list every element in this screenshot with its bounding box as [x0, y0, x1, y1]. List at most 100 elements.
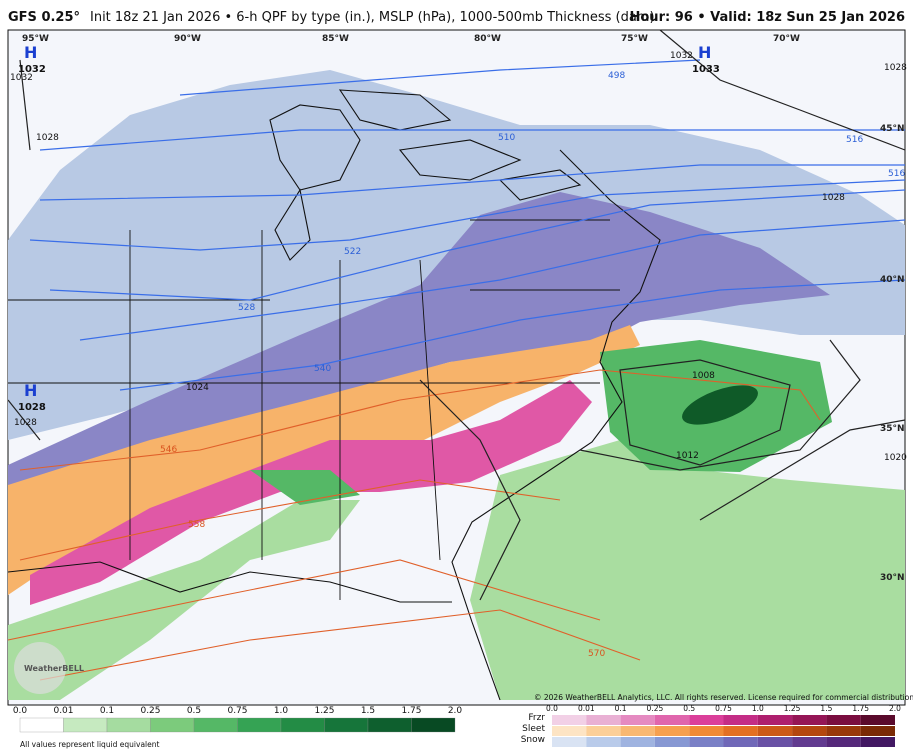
thickness-lines [29, 59, 906, 391]
rain-moderate [250, 340, 832, 505]
model-name: GFS 0.25° [8, 10, 80, 25]
logo: WeatherBELL [24, 664, 84, 673]
state-borders [8, 219, 620, 600]
rain-swatch [280, 717, 325, 733]
rain-swatch [237, 717, 282, 733]
type-tick: 1.75 [852, 704, 869, 713]
type-swatch [860, 737, 895, 747]
rain-tick: 1.0 [274, 706, 289, 716]
type-tick: 2.0 [889, 704, 901, 713]
type-tick: 1.25 [784, 704, 801, 713]
thickness-label: 498 [608, 71, 625, 81]
snow-heavy [8, 192, 830, 492]
type-swatch [792, 726, 827, 736]
high-symbol: H [698, 43, 711, 62]
valid-time: Hour: 96 • Valid: 18z Sun 25 Jan 2026 [630, 10, 906, 25]
type-swatch [860, 726, 895, 736]
rain-tick: 1.25 [314, 706, 334, 716]
rain-swatch [367, 717, 412, 733]
rain-tick: 0.25 [140, 706, 160, 716]
lon-label: 85°W [322, 34, 349, 44]
rain-swatch [150, 717, 195, 733]
lon-label: 75°W [621, 34, 648, 44]
type-swatch [620, 715, 655, 725]
type-tick: 0.25 [647, 704, 664, 713]
type-swatch [826, 726, 861, 736]
legend-note: All values represent liquid equivalent [20, 740, 159, 749]
type-swatch [586, 715, 621, 725]
isobar-label: 1028 [884, 63, 907, 73]
type-swatch [586, 726, 621, 736]
run-description: Init 18z 21 Jan 2026 • 6-h QPF by type (… [90, 10, 655, 25]
rain-heavy [682, 385, 758, 425]
type-swatch [723, 737, 758, 747]
isobars [7, 29, 906, 601]
type-tick: 0.0 [546, 704, 558, 713]
lat-label: 35°N [880, 424, 905, 434]
rain-tick: 1.75 [401, 706, 421, 716]
thickness-label: 522 [344, 247, 361, 257]
type-label: Frzr [528, 713, 545, 723]
rain-swatch [324, 717, 369, 733]
type-label: Sleet [522, 724, 545, 734]
coastline [7, 89, 661, 701]
high-pressure: 1028 [18, 402, 46, 413]
isobar-label: 1028 [14, 418, 37, 428]
type-swatch [860, 715, 895, 725]
isobar-label: 1028 [822, 193, 845, 203]
thickness-label: 540 [314, 364, 331, 374]
legend: All values represent liquid equivalent F… [20, 713, 545, 749]
type-swatch [792, 715, 827, 725]
rain-tick: 0.1 [100, 706, 114, 716]
lon-label: 80°W [474, 34, 501, 44]
isobar-label: 1008 [692, 371, 715, 381]
type-swatch [689, 715, 724, 725]
type-swatch [654, 726, 690, 736]
high-pressure: 1032 [18, 64, 46, 75]
type-swatch [552, 715, 587, 725]
rain-swatch [193, 717, 238, 733]
thickness-label: 528 [238, 303, 255, 313]
type-swatch [552, 726, 587, 736]
isobar-label: 1032 [670, 51, 693, 61]
rain-tick: 0.5 [187, 706, 201, 716]
type-label: Snow [521, 735, 545, 745]
rain-tick: 1.5 [361, 706, 375, 716]
high-pressure: 1033 [692, 64, 720, 75]
type-swatch [620, 737, 655, 747]
lon-label: 70°W [773, 34, 800, 44]
type-swatch [723, 715, 758, 725]
type-tick: 0.1 [615, 704, 627, 713]
thickness-label: 570 [588, 649, 605, 659]
map: 95°W 90°W 85°W 80°W 75°W 70°W 45°N 40°N … [7, 29, 913, 706]
type-tick: 1.5 [820, 704, 832, 713]
high-symbol: H [24, 43, 37, 62]
thickness-label: 516 [888, 169, 905, 179]
rain-swatch [19, 717, 64, 733]
freezing-rain [30, 380, 592, 605]
type-swatch [826, 737, 861, 747]
rain-swatch [106, 717, 151, 733]
isobar-label: 1028 [36, 133, 59, 143]
rain-tick: 0.01 [53, 706, 73, 716]
copyright: © 2026 WeatherBELL Analytics, LLC. All r… [534, 693, 913, 702]
type-swatch [757, 715, 793, 725]
type-tick: 1.0 [752, 704, 764, 713]
type-swatch [586, 737, 621, 747]
type-swatch [723, 726, 758, 736]
type-swatch [792, 737, 827, 747]
rain-light [8, 440, 905, 700]
sleet [8, 325, 640, 595]
isobar-label: 1020 [884, 453, 907, 463]
type-swatch [689, 737, 724, 747]
rain-swatch [411, 717, 456, 733]
type-swatch [689, 726, 724, 736]
lat-label: 45°N [880, 124, 905, 134]
type-swatch [654, 715, 690, 725]
thickness-label: 510 [498, 133, 515, 143]
rain-tick: 0.0 [13, 706, 28, 716]
type-swatch [826, 715, 861, 725]
type-swatch [757, 737, 793, 747]
isobar-label: 1032 [10, 73, 33, 83]
